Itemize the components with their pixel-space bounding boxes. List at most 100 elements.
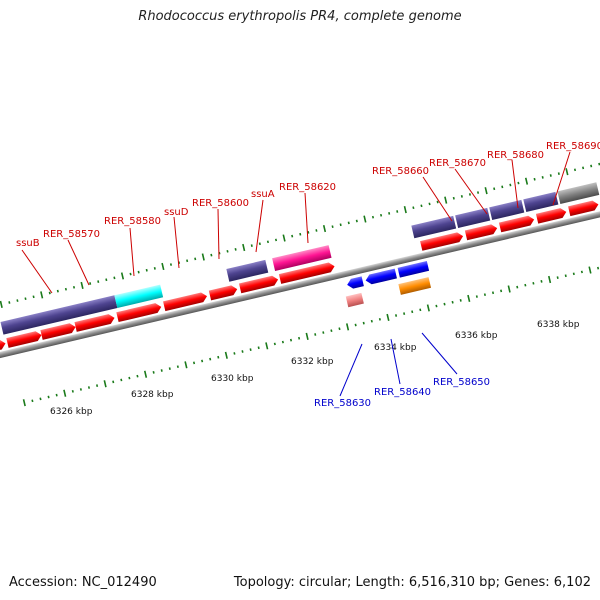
cds-arrow[interactable]: [498, 215, 535, 233]
cds-arrow[interactable]: [163, 291, 208, 312]
tick-mark-minor: [564, 274, 567, 278]
gene-label-rer-58680[interactable]: RER_58680: [487, 150, 544, 161]
gene-label-rer-58650[interactable]: RER_58650: [433, 377, 490, 388]
gene-label-rer-58600[interactable]: RER_58600: [192, 198, 249, 209]
tick-mark-major: [565, 168, 569, 176]
tick-mark-minor: [16, 299, 19, 302]
tick-mark-minor: [128, 376, 131, 380]
tick-mark-major: [507, 285, 511, 293]
cds-arrow[interactable]: [278, 261, 336, 284]
tick-mark-minor: [597, 266, 600, 270]
scale-label: 6332 kbp: [291, 357, 334, 367]
gene-feature-slate[interactable]: [226, 259, 269, 282]
tick-mark-minor: [226, 249, 229, 253]
cds-arrow[interactable]: [116, 302, 162, 323]
tick-mark-minor: [475, 295, 478, 298]
tick-mark-minor: [72, 285, 76, 289]
gene-feature-slate[interactable]: [523, 191, 559, 213]
cds-arrow[interactable]: [420, 231, 464, 251]
tick-mark-minor: [468, 193, 472, 196]
reverse-cds-box[interactable]: [397, 261, 430, 278]
label-leader-line: [21, 249, 53, 294]
gene-label-rer-58640[interactable]: RER_58640: [374, 387, 431, 398]
tick-mark-minor: [168, 367, 171, 370]
cds-arrow[interactable]: [40, 322, 76, 340]
tick-mark-minor: [258, 242, 261, 246]
accession-label: Accession: NC_012490: [9, 575, 157, 590]
cds-arrow[interactable]: [568, 200, 599, 217]
tick-mark-minor: [493, 187, 496, 191]
reverse-cds-arrow[interactable]: [346, 276, 364, 289]
gene-feature-magenta[interactable]: [272, 245, 332, 271]
tick-mark-major: [467, 294, 471, 303]
tick-mark-minor: [541, 176, 544, 179]
tick-mark-major: [524, 177, 529, 185]
tick-mark-minor: [8, 301, 11, 304]
tick-mark-major: [363, 215, 367, 223]
gene-label-ssub[interactable]: ssuB: [16, 238, 40, 249]
tick-mark-major: [322, 224, 327, 233]
tick-mark-major: [305, 332, 309, 340]
gene-label-ssua[interactable]: ssuA: [251, 189, 275, 200]
genome-backbone: [0, 201, 600, 368]
gene-feature-slate[interactable]: [489, 199, 525, 221]
tick-mark-major: [242, 243, 246, 252]
cds-arrow[interactable]: [74, 313, 115, 332]
tick-mark-major: [548, 275, 552, 284]
tick-mark-minor: [540, 280, 543, 283]
tick-mark-minor: [241, 350, 244, 353]
reverse-cds-arrow[interactable]: [365, 268, 397, 286]
gene-feature-slate[interactable]: [455, 207, 491, 229]
reverse-cds-track: [345, 261, 432, 308]
tick-mark-minor: [396, 210, 399, 213]
tick-mark-minor: [273, 342, 276, 346]
tick-mark-minor: [299, 232, 302, 236]
tick-mark-minor: [590, 164, 593, 168]
gene-label-rer-58630[interactable]: RER_58630: [314, 398, 371, 409]
cds-arrow[interactable]: [464, 223, 498, 241]
gene-feature-gray[interactable]: [557, 182, 600, 205]
tick-mark-minor: [419, 308, 422, 312]
tick-mark-minor: [436, 200, 439, 204]
label-leader-line: [390, 338, 401, 385]
gene-label-rer-58570[interactable]: RER_58570: [43, 229, 100, 240]
tick-mark-minor: [476, 191, 480, 194]
reverse-feature-orange[interactable]: [398, 277, 432, 295]
tick-mark-minor: [79, 388, 82, 391]
scale-label: 6330 kbp: [211, 374, 254, 384]
tick-mark-minor: [209, 357, 212, 361]
forward-gene-labels: [21, 151, 571, 294]
gene-label-rer-58660[interactable]: RER_58660: [372, 166, 429, 177]
cds-arrow[interactable]: [535, 207, 567, 224]
reverse-feature-pink[interactable]: [345, 292, 364, 308]
gene-feature-cyan[interactable]: [114, 284, 164, 308]
tick-mark-major: [161, 262, 165, 271]
tick-mark-major: [265, 342, 269, 350]
cds-arrow[interactable]: [208, 284, 239, 301]
tick-mark-minor: [250, 244, 253, 247]
tick-mark-minor: [47, 395, 50, 399]
cds-arrow[interactable]: [238, 275, 279, 294]
gene-label-rer-58580[interactable]: RER_58580: [104, 216, 161, 227]
tick-mark-minor: [582, 166, 585, 170]
tick-mark-minor: [233, 352, 236, 355]
gene-feature-slate[interactable]: [0, 295, 118, 335]
tick-mark-minor: [322, 331, 325, 334]
gene-label-rer-58620[interactable]: RER_58620: [279, 182, 336, 193]
cds-arrow[interactable]: [6, 330, 42, 348]
tick-mark-minor: [249, 348, 252, 351]
tick-mark-minor: [517, 181, 520, 185]
tick-mark-minor: [194, 257, 197, 261]
tick-mark-major: [224, 351, 228, 359]
gene-label-ssud[interactable]: ssuD: [164, 207, 189, 218]
tick-mark-minor: [153, 267, 156, 270]
gene-feature-slate[interactable]: [411, 215, 457, 239]
label-leader-line: [173, 216, 180, 269]
scale-label: 6326 kbp: [50, 407, 93, 417]
tick-mark-minor: [435, 304, 438, 308]
tick-mark-minor: [169, 263, 173, 266]
tick-mark-minor: [113, 276, 116, 280]
gene-label-rer-58670[interactable]: RER_58670: [429, 158, 486, 169]
gene-label-rer-58690[interactable]: RER_58690: [546, 141, 600, 152]
